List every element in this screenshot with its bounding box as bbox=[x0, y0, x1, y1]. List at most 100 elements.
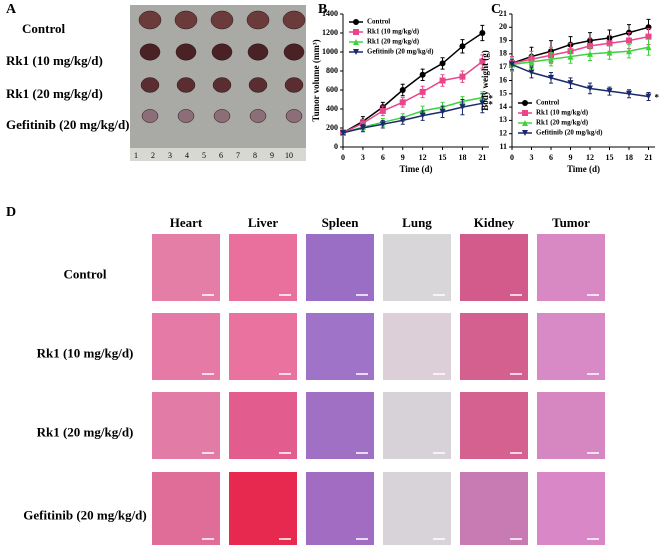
y-axis-label: Body weight (g) bbox=[480, 50, 490, 111]
marker bbox=[479, 30, 486, 36]
marker bbox=[379, 121, 386, 128]
marker bbox=[528, 58, 535, 65]
line bbox=[511, 46, 649, 66]
ruler-label: 9 bbox=[270, 151, 274, 160]
y-tick-label: 0 bbox=[334, 142, 338, 151]
ruler-label: 7 bbox=[236, 151, 240, 160]
x-tick-label: 6 bbox=[549, 153, 553, 162]
y-tick-label: 14 bbox=[499, 102, 507, 111]
column-header: Lung bbox=[402, 215, 432, 230]
row-label: Rk1 (10 mg/kg/d) bbox=[37, 345, 134, 360]
marker bbox=[353, 39, 359, 45]
histology-image bbox=[229, 234, 297, 301]
histology-image bbox=[229, 392, 297, 459]
histology-image bbox=[229, 472, 297, 545]
marker bbox=[528, 69, 535, 76]
histology-image bbox=[306, 313, 374, 380]
histology-image bbox=[383, 313, 451, 380]
ruler-label: 1 bbox=[134, 151, 138, 160]
y-axis-label: Tumor volume (mm³) bbox=[311, 39, 321, 121]
histology-image bbox=[537, 392, 605, 459]
y-tick-label: 15 bbox=[499, 89, 507, 98]
x-tick-label: 3 bbox=[530, 153, 534, 162]
legend-label: Gefitinib (20 mg/kg/d) bbox=[367, 48, 434, 56]
histology-image bbox=[229, 313, 297, 380]
tumor bbox=[285, 109, 303, 123]
tumor bbox=[284, 77, 304, 93]
legend-label: Rk1 (20 mg/kg/d) bbox=[367, 38, 420, 46]
marker bbox=[626, 37, 632, 44]
row-label: Rk1 (20 mg/kg/d) bbox=[37, 424, 134, 439]
y-tick-label: 21 bbox=[499, 9, 507, 18]
histology-image bbox=[537, 234, 605, 301]
ruler-label: 2 bbox=[151, 151, 155, 160]
group-label: Rk1 (10 mg/kg/d) bbox=[6, 53, 103, 68]
x-axis-label: Time (d) bbox=[567, 164, 600, 174]
marker bbox=[479, 100, 486, 107]
legend-label: Rk1 (10 mg/kg/d) bbox=[367, 28, 420, 36]
column-header: Kidney bbox=[474, 215, 515, 230]
histology-image bbox=[537, 472, 605, 545]
x-tick-label: 21 bbox=[478, 153, 486, 162]
tumor bbox=[246, 10, 270, 30]
marker bbox=[522, 110, 528, 116]
row-label: Gefitinib (20 mg/kg/d) bbox=[23, 507, 147, 522]
histology-image bbox=[306, 472, 374, 545]
legend-label: Control bbox=[367, 18, 390, 26]
marker bbox=[379, 107, 386, 114]
y-tick-label: 800 bbox=[326, 66, 338, 75]
tumor bbox=[140, 77, 160, 93]
marker bbox=[399, 117, 406, 124]
x-axis-label: Time (d) bbox=[399, 164, 432, 174]
ruler-label: 8 bbox=[253, 151, 257, 160]
marker bbox=[567, 53, 574, 60]
marker bbox=[419, 71, 426, 78]
y-tick-label: 1400 bbox=[322, 9, 338, 18]
panel-label: D bbox=[6, 205, 16, 220]
marker bbox=[522, 130, 528, 136]
histology-image bbox=[306, 234, 374, 301]
series bbox=[509, 38, 652, 72]
histology-image bbox=[460, 234, 528, 301]
marker bbox=[459, 104, 466, 111]
legend-label: Rk1 (20 mg/kg/d) bbox=[536, 119, 589, 127]
tumor bbox=[138, 10, 162, 30]
histology-image bbox=[152, 472, 220, 545]
series bbox=[340, 91, 486, 136]
x-tick-label: 18 bbox=[458, 153, 466, 162]
group-label: Control bbox=[22, 21, 65, 36]
marker bbox=[626, 48, 632, 55]
ruler-label: 10 bbox=[285, 151, 293, 160]
marker bbox=[399, 87, 406, 93]
x-tick-label: 21 bbox=[645, 153, 653, 162]
marker bbox=[626, 90, 632, 97]
tumor bbox=[249, 109, 267, 123]
y-tick-label: 18 bbox=[499, 49, 507, 58]
marker bbox=[353, 49, 359, 55]
panel-label: B bbox=[318, 2, 327, 17]
series bbox=[340, 93, 486, 136]
marker bbox=[606, 49, 613, 56]
y-tick-label: 1200 bbox=[322, 28, 338, 37]
ruler-label: 3 bbox=[168, 151, 172, 160]
ruler-label: 4 bbox=[185, 151, 189, 160]
histology-image bbox=[460, 313, 528, 380]
ruler bbox=[130, 148, 306, 161]
x-tick-label: 3 bbox=[361, 153, 365, 162]
marker bbox=[419, 88, 426, 95]
histology-image bbox=[383, 392, 451, 459]
marker bbox=[340, 129, 346, 136]
histology-image bbox=[460, 472, 528, 545]
tumor bbox=[141, 109, 159, 123]
annotation: * bbox=[488, 99, 493, 109]
x-tick-label: 15 bbox=[439, 153, 447, 162]
marker bbox=[606, 88, 613, 95]
marker bbox=[645, 44, 652, 51]
tumor bbox=[210, 10, 234, 30]
x-tick-label: 6 bbox=[381, 153, 385, 162]
group-label: Rk1 (20 mg/kg/d) bbox=[6, 86, 103, 101]
legend-label: Gefitinib (20 mg/kg/d) bbox=[536, 129, 603, 137]
marker bbox=[587, 85, 593, 92]
marker bbox=[645, 33, 652, 40]
